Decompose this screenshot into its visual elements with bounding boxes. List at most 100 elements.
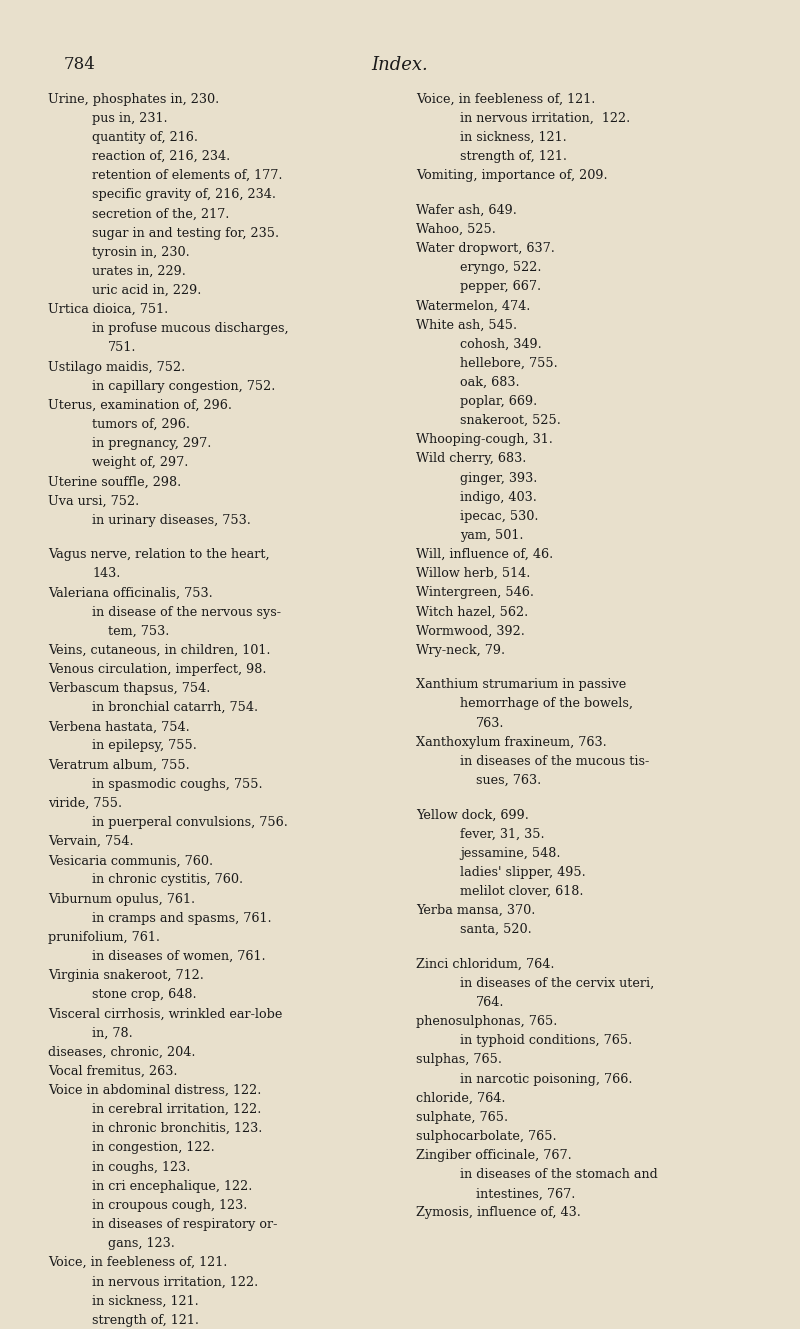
Text: Uterus, examination of, 296.: Uterus, examination of, 296.	[48, 399, 232, 412]
Text: ipecac, 530.: ipecac, 530.	[460, 510, 538, 522]
Text: gans, 123.: gans, 123.	[108, 1237, 175, 1251]
Text: in bronchial catarrh, 754.: in bronchial catarrh, 754.	[92, 702, 258, 714]
Text: Voice in abdominal distress, 122.: Voice in abdominal distress, 122.	[48, 1084, 262, 1096]
Text: Will, influence of, 46.: Will, influence of, 46.	[416, 548, 554, 561]
Text: Virginia snakeroot, 712.: Virginia snakeroot, 712.	[48, 969, 204, 982]
Text: Whooping-cough, 31.: Whooping-cough, 31.	[416, 433, 553, 447]
Text: Vocal fremitus, 263.: Vocal fremitus, 263.	[48, 1065, 178, 1078]
Text: Viburnum opulus, 761.: Viburnum opulus, 761.	[48, 893, 195, 905]
Text: pus in, 231.: pus in, 231.	[92, 112, 168, 125]
Text: Xanthoxylum fraxineum, 763.: Xanthoxylum fraxineum, 763.	[416, 736, 606, 748]
Text: specific gravity of, 216, 234.: specific gravity of, 216, 234.	[92, 189, 276, 201]
Text: Valeriana officinalis, 753.: Valeriana officinalis, 753.	[48, 586, 213, 599]
Text: Urtica dioica, 751.: Urtica dioica, 751.	[48, 303, 168, 316]
Text: oak, 683.: oak, 683.	[460, 376, 520, 389]
Text: in nervous irritation, 122.: in nervous irritation, 122.	[92, 1276, 258, 1288]
Text: Yellow dock, 699.: Yellow dock, 699.	[416, 808, 529, 821]
Text: jessamine, 548.: jessamine, 548.	[460, 847, 561, 860]
Text: 784: 784	[64, 56, 96, 73]
Text: in diseases of women, 761.: in diseases of women, 761.	[92, 950, 266, 964]
Text: Veins, cutaneous, in children, 101.: Veins, cutaneous, in children, 101.	[48, 643, 270, 657]
Text: strength of, 121.: strength of, 121.	[92, 1313, 199, 1326]
Text: hellebore, 755.: hellebore, 755.	[460, 356, 558, 369]
Text: in sickness, 121.: in sickness, 121.	[460, 130, 566, 144]
Text: poplar, 669.: poplar, 669.	[460, 395, 538, 408]
Text: Ustilago maidis, 752.: Ustilago maidis, 752.	[48, 360, 186, 373]
Text: in narcotic poisoning, 766.: in narcotic poisoning, 766.	[460, 1073, 633, 1086]
Text: in diseases of the mucous tis-: in diseases of the mucous tis-	[460, 755, 650, 768]
Text: urates in, 229.: urates in, 229.	[92, 264, 186, 278]
Text: sulphate, 765.: sulphate, 765.	[416, 1111, 508, 1124]
Text: Yerba mansa, 370.: Yerba mansa, 370.	[416, 904, 535, 917]
Text: ladies' slipper, 495.: ladies' slipper, 495.	[460, 865, 586, 878]
Text: Index.: Index.	[372, 56, 428, 73]
Text: 751.: 751.	[108, 342, 137, 355]
Text: tem, 753.: tem, 753.	[108, 625, 170, 638]
Text: Water dropwort, 637.: Water dropwort, 637.	[416, 242, 555, 255]
Text: in, 78.: in, 78.	[92, 1026, 133, 1039]
Text: Wafer ash, 649.: Wafer ash, 649.	[416, 203, 517, 217]
Text: Uva ursi, 752.: Uva ursi, 752.	[48, 494, 139, 508]
Text: Vomiting, importance of, 209.: Vomiting, importance of, 209.	[416, 169, 608, 182]
Text: reaction of, 216, 234.: reaction of, 216, 234.	[92, 150, 230, 163]
Text: in capillary congestion, 752.: in capillary congestion, 752.	[92, 380, 275, 392]
Text: Watermelon, 474.: Watermelon, 474.	[416, 299, 530, 312]
Text: indigo, 403.: indigo, 403.	[460, 490, 537, 504]
Text: sulphas, 765.: sulphas, 765.	[416, 1054, 502, 1066]
Text: Witch hazel, 562.: Witch hazel, 562.	[416, 606, 528, 618]
Text: White ash, 545.: White ash, 545.	[416, 319, 517, 331]
Text: fever, 31, 35.: fever, 31, 35.	[460, 828, 545, 840]
Text: pepper, 667.: pepper, 667.	[460, 280, 541, 294]
Text: in typhoid conditions, 765.: in typhoid conditions, 765.	[460, 1034, 632, 1047]
Text: ginger, 393.: ginger, 393.	[460, 472, 538, 485]
Text: Willow herb, 514.: Willow herb, 514.	[416, 567, 530, 581]
Text: in nervous irritation,  122.: in nervous irritation, 122.	[460, 112, 630, 125]
Text: uric acid in, 229.: uric acid in, 229.	[92, 284, 202, 296]
Text: Xanthium strumarium in passive: Xanthium strumarium in passive	[416, 678, 626, 691]
Text: retention of elements of, 177.: retention of elements of, 177.	[92, 169, 282, 182]
Text: in cerebral irritation, 122.: in cerebral irritation, 122.	[92, 1103, 262, 1116]
Text: cohosh, 349.: cohosh, 349.	[460, 338, 542, 351]
Text: in chronic bronchitis, 123.: in chronic bronchitis, 123.	[92, 1122, 262, 1135]
Text: in coughs, 123.: in coughs, 123.	[92, 1160, 190, 1174]
Text: Wintergreen, 546.: Wintergreen, 546.	[416, 586, 534, 599]
Text: Wild cherry, 683.: Wild cherry, 683.	[416, 452, 526, 465]
Text: phenosulphonas, 765.: phenosulphonas, 765.	[416, 1015, 558, 1029]
Text: 764.: 764.	[476, 995, 505, 1009]
Text: melilot clover, 618.: melilot clover, 618.	[460, 885, 583, 898]
Text: Voice, in feebleness of, 121.: Voice, in feebleness of, 121.	[416, 93, 595, 105]
Text: in profuse mucous discharges,: in profuse mucous discharges,	[92, 322, 289, 335]
Text: yam, 501.: yam, 501.	[460, 529, 523, 542]
Text: in diseases of respiratory or-: in diseases of respiratory or-	[92, 1217, 278, 1231]
Text: 763.: 763.	[476, 716, 505, 730]
Text: in disease of the nervous sys-: in disease of the nervous sys-	[92, 606, 281, 618]
Text: Wormwood, 392.: Wormwood, 392.	[416, 625, 525, 638]
Text: intestines, 767.: intestines, 767.	[476, 1187, 575, 1200]
Text: tyrosin in, 230.: tyrosin in, 230.	[92, 246, 190, 259]
Text: sulphocarbolate, 765.: sulphocarbolate, 765.	[416, 1130, 557, 1143]
Text: viride, 755.: viride, 755.	[48, 797, 122, 809]
Text: stone crop, 648.: stone crop, 648.	[92, 989, 197, 1001]
Text: strength of, 121.: strength of, 121.	[460, 150, 567, 163]
Text: Zymosis, influence of, 43.: Zymosis, influence of, 43.	[416, 1207, 581, 1220]
Text: hemorrhage of the bowels,: hemorrhage of the bowels,	[460, 698, 633, 711]
Text: Wahoo, 525.: Wahoo, 525.	[416, 223, 496, 235]
Text: in sickness, 121.: in sickness, 121.	[92, 1294, 198, 1308]
Text: secretion of the, 217.: secretion of the, 217.	[92, 207, 230, 221]
Text: Wry-neck, 79.: Wry-neck, 79.	[416, 643, 505, 657]
Text: Venous circulation, imperfect, 98.: Venous circulation, imperfect, 98.	[48, 663, 266, 676]
Text: Vervain, 754.: Vervain, 754.	[48, 835, 134, 848]
Text: Uterine souffle, 298.: Uterine souffle, 298.	[48, 476, 182, 488]
Text: in puerperal convulsions, 756.: in puerperal convulsions, 756.	[92, 816, 288, 829]
Text: Voice, in feebleness of, 121.: Voice, in feebleness of, 121.	[48, 1256, 227, 1269]
Text: in diseases of the stomach and: in diseases of the stomach and	[460, 1168, 658, 1181]
Text: Verbascum thapsus, 754.: Verbascum thapsus, 754.	[48, 682, 210, 695]
Text: in congestion, 122.: in congestion, 122.	[92, 1142, 214, 1155]
Text: Zinci chloridum, 764.: Zinci chloridum, 764.	[416, 958, 554, 970]
Text: diseases, chronic, 204.: diseases, chronic, 204.	[48, 1046, 195, 1059]
Text: in diseases of the cervix uteri,: in diseases of the cervix uteri,	[460, 977, 654, 990]
Text: eryngo, 522.: eryngo, 522.	[460, 260, 542, 274]
Text: Visceral cirrhosis, wrinkled ear-lobe: Visceral cirrhosis, wrinkled ear-lobe	[48, 1007, 282, 1021]
Text: Verbena hastata, 754.: Verbena hastata, 754.	[48, 720, 190, 734]
Text: in cri encephalique, 122.: in cri encephalique, 122.	[92, 1180, 252, 1192]
